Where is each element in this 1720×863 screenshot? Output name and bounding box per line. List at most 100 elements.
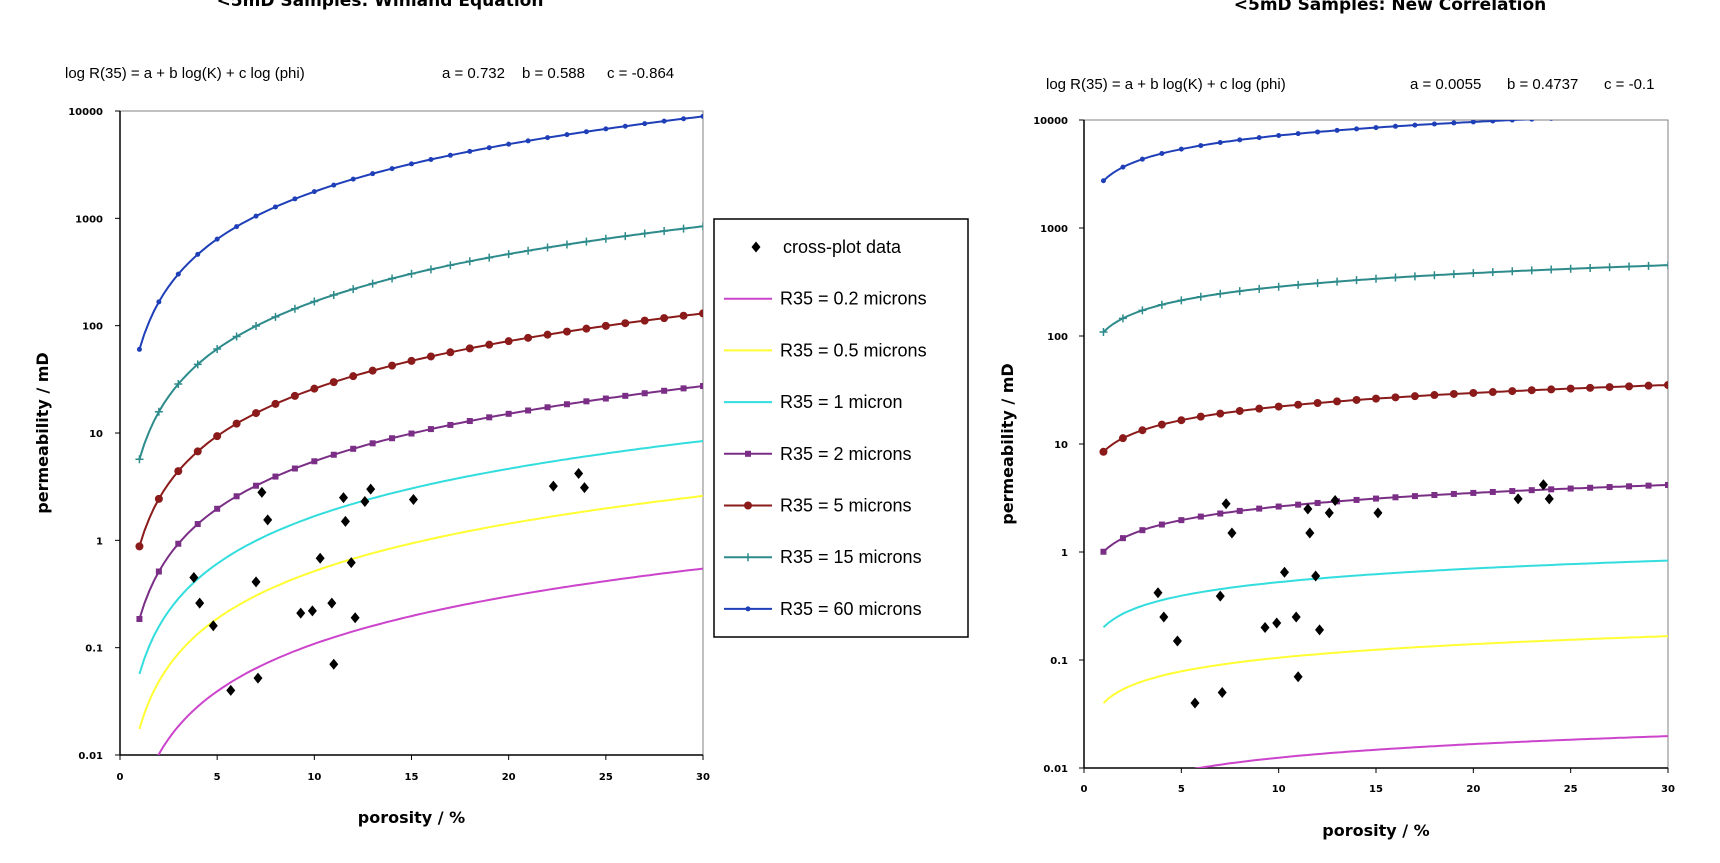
series-line — [1102, 635, 1668, 704]
series-marker — [272, 204, 278, 210]
series-marker — [1449, 270, 1458, 279]
series-marker — [1470, 120, 1476, 125]
series-marker — [155, 568, 162, 575]
series-r35-1-micron — [1102, 559, 1668, 629]
x-tick-label: 10 — [307, 772, 321, 783]
x-tick-label: 30 — [1661, 784, 1675, 795]
series-marker — [331, 182, 337, 188]
series-r35-0-2-microns — [157, 567, 703, 755]
series-marker — [1354, 126, 1360, 132]
series-marker — [562, 240, 571, 249]
data-point — [1221, 498, 1231, 510]
series-marker — [136, 616, 143, 623]
series-line — [1102, 559, 1668, 629]
data-point — [1373, 507, 1383, 519]
series-marker — [660, 314, 669, 323]
x-tick-label: 20 — [502, 772, 516, 783]
series-marker — [174, 467, 183, 476]
series-marker — [525, 407, 532, 414]
data-point — [1324, 507, 1334, 519]
series-marker — [1588, 114, 1593, 119]
x-tick-label: 5 — [1178, 784, 1185, 795]
series-marker — [582, 237, 591, 246]
y-tick-label: 100 — [1047, 332, 1068, 343]
series-marker — [1645, 482, 1652, 489]
y-tick-label: 0.1 — [85, 644, 103, 655]
series-marker — [292, 196, 298, 202]
legend-marker — [745, 606, 751, 612]
series-marker — [1216, 289, 1225, 298]
left-chart: 0.01 0.1 1 10 100 1000 10000 0 5 10 15 20 25 30 porosi… — [33, 107, 710, 827]
plot-frame — [1083, 119, 1669, 769]
series-marker — [1352, 276, 1361, 285]
data-point — [315, 552, 325, 564]
series-marker — [1488, 388, 1497, 397]
series-marker — [601, 234, 610, 243]
data-point — [189, 572, 199, 584]
data-point — [1172, 635, 1182, 647]
series-marker — [193, 447, 202, 456]
series-marker — [1547, 265, 1556, 274]
series-r35-1-micron — [138, 440, 703, 675]
series-marker — [213, 345, 222, 354]
data-point — [329, 658, 339, 670]
left-coef-a: a = 0.732 — [442, 65, 505, 82]
series-marker — [1372, 274, 1380, 283]
x-tick-label: 0 — [1081, 784, 1088, 795]
data-point — [195, 597, 205, 609]
legend-entry: R35 = 0.2 microns — [724, 289, 927, 309]
series-r35-2-microns — [1100, 481, 1668, 555]
series-marker — [545, 135, 551, 141]
series-marker — [1099, 447, 1108, 456]
series-marker — [621, 232, 630, 241]
series-marker — [1333, 397, 1342, 406]
data-point — [1293, 671, 1303, 683]
series-marker — [1352, 395, 1361, 404]
x-tick-label: 30 — [696, 772, 710, 783]
series-marker — [1664, 261, 1668, 270]
data-point — [251, 576, 261, 588]
data-point — [296, 607, 306, 619]
series-marker — [194, 521, 201, 528]
series-marker — [1372, 394, 1380, 403]
series-r35-60-microns — [1100, 114, 1593, 184]
series-line — [138, 440, 703, 675]
series-marker — [1470, 489, 1477, 496]
series-marker — [465, 257, 474, 266]
legend-label: R35 = 1 micron — [780, 392, 903, 412]
data-point — [338, 492, 348, 504]
right-coef-a: a = 0.0055 — [1410, 76, 1481, 93]
series-marker — [290, 304, 299, 313]
series-marker — [1549, 120, 1554, 121]
series-marker — [1120, 164, 1126, 170]
data-point — [327, 597, 337, 609]
right-chart: 0.01 0.1 1 10 100 1000 10000 0 5 10 15 20 25 30 porosi… — [998, 114, 1675, 840]
series-marker — [544, 404, 551, 411]
series-marker — [232, 332, 241, 341]
series-marker — [1157, 300, 1166, 309]
series-marker — [1508, 267, 1517, 276]
data-point — [208, 620, 218, 632]
series-marker — [1566, 384, 1575, 393]
series-marker — [1529, 120, 1535, 122]
series-marker — [601, 321, 610, 330]
series-marker — [486, 145, 492, 151]
series-marker — [485, 340, 494, 349]
data-point — [346, 557, 356, 569]
legend-entry: R35 = 0.5 microns — [724, 340, 927, 360]
legend-label: R35 = 15 microns — [780, 547, 922, 567]
series-marker — [253, 482, 260, 489]
series-marker — [193, 360, 202, 369]
series-marker — [1450, 490, 1457, 497]
series-marker — [154, 494, 163, 503]
series-marker — [407, 269, 416, 278]
series-marker — [505, 410, 512, 417]
data-point — [1315, 624, 1325, 636]
series-marker — [1196, 412, 1205, 421]
series-marker — [156, 299, 162, 305]
series-marker — [504, 250, 513, 259]
series-marker — [1644, 381, 1653, 390]
series-marker — [1313, 399, 1322, 408]
legend-entry: R35 = 15 microns — [724, 547, 922, 567]
